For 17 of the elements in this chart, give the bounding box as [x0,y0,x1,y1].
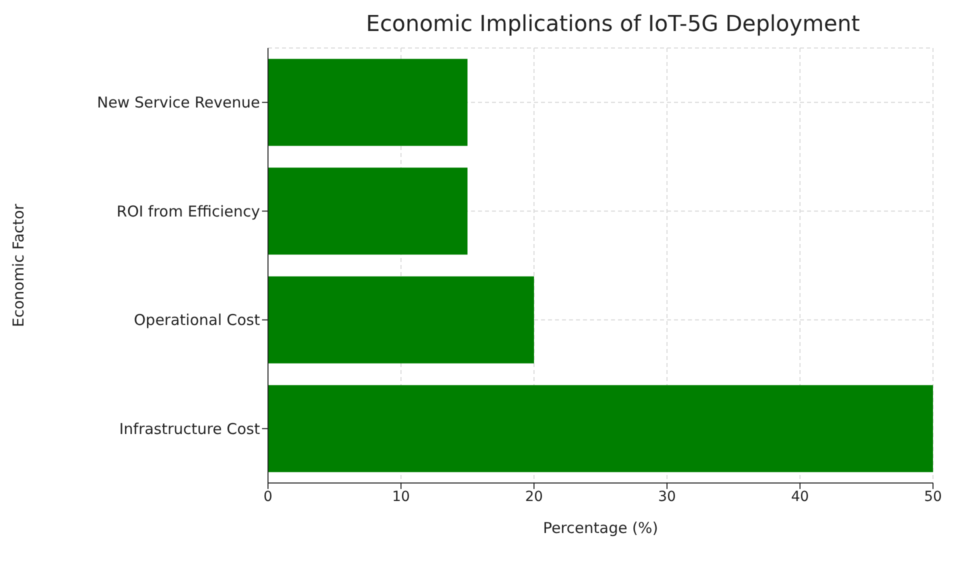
y-tick-label: Operational Cost [134,311,260,330]
x-tick-label: 50 [924,488,942,505]
x-tick-label: 10 [392,488,410,505]
y-axis-title: Economic Factor [9,203,28,328]
bar [268,58,468,146]
y-tick-label: ROI from Efficiency [116,202,260,220]
x-tick-label: 0 [264,488,272,505]
bar [268,276,534,364]
x-tick-label: 20 [525,488,543,505]
x-tick-label: 40 [791,488,809,505]
bar [268,168,468,255]
x-axis-title: Percentage (%) [542,519,658,537]
y-tick-label: New Service Revenue [96,94,260,112]
bar [268,385,933,472]
chart-title: Economic Implications of IoT-5G Deployment [365,12,861,37]
x-tick-label: 30 [658,488,676,505]
y-tick-label: Infrastructure Cost [119,420,260,438]
